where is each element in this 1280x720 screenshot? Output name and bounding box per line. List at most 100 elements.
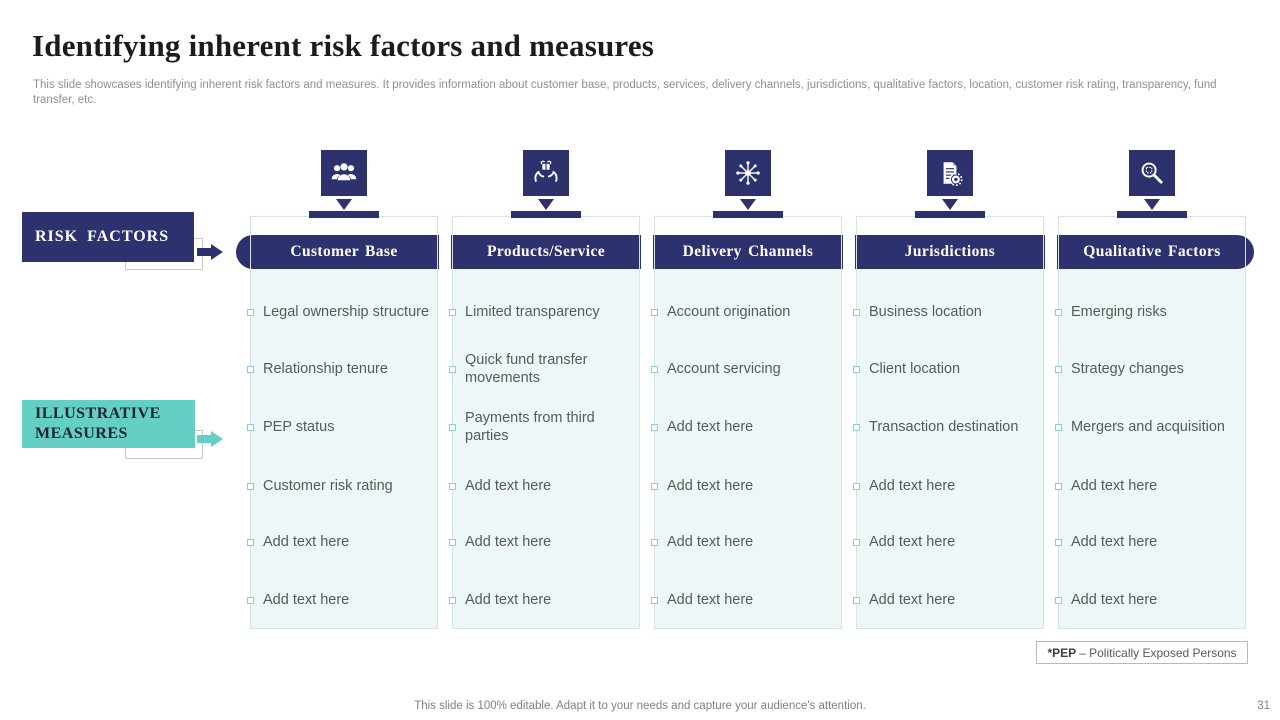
arrow-down-icon — [538, 199, 554, 210]
square-bullet-icon — [853, 423, 860, 431]
hands-holding-gift-icon — [523, 150, 569, 196]
list-item[interactable]: PEP status — [247, 405, 433, 449]
column-header-products-service[interactable]: Products/Service — [486, 243, 606, 260]
column-body — [1059, 269, 1245, 628]
list-item[interactable]: Add text here — [651, 464, 837, 508]
header-band-segment — [653, 235, 843, 269]
square-bullet-icon — [853, 365, 860, 373]
risk-factors-label[interactable]: RISK FACTORS — [22, 212, 194, 262]
column-header-delivery-channels[interactable]: Delivery Channels — [682, 243, 814, 260]
list-item[interactable]: Add text here — [449, 464, 635, 508]
list-item[interactable]: Account origination — [651, 290, 837, 334]
square-bullet-icon — [1055, 538, 1062, 546]
square-bullet-icon — [449, 308, 456, 316]
square-bullet-icon — [247, 482, 254, 490]
header-band-segment — [236, 235, 439, 269]
list-item[interactable]: Strategy changes — [1055, 347, 1241, 391]
list-item[interactable]: Add text here — [651, 520, 837, 564]
list-item[interactable]: Add text here — [853, 578, 1039, 622]
list-item[interactable]: Quick fund transfer movements — [449, 347, 635, 391]
pep-footnote: *PEP – Politically Exposed Persons — [1036, 641, 1248, 664]
list-item[interactable]: Emerging risks — [1055, 290, 1241, 334]
square-bullet-icon — [247, 423, 254, 431]
column-delivery-channels: Account origination Account servicing Ad… — [651, 216, 842, 629]
list-item[interactable]: Relationship tenure — [247, 347, 433, 391]
square-bullet-icon — [449, 596, 456, 604]
list-item[interactable]: Add text here — [853, 464, 1039, 508]
column-customer-base: Legal ownership structure Relationship t… — [247, 216, 438, 629]
square-bullet-icon — [853, 596, 860, 604]
square-bullet-icon — [651, 423, 658, 431]
square-bullet-icon — [247, 365, 254, 373]
list-item[interactable]: Legal ownership structure — [247, 290, 433, 334]
list-item[interactable]: Add text here — [247, 578, 433, 622]
square-bullet-icon — [651, 365, 658, 373]
list-item[interactable]: Client location — [853, 347, 1039, 391]
list-item[interactable]: Transaction destination — [853, 405, 1039, 449]
list-item[interactable]: Add text here — [449, 578, 635, 622]
column-body — [453, 269, 639, 628]
square-bullet-icon — [449, 482, 456, 490]
list-item[interactable]: Add text here — [853, 520, 1039, 564]
slide-description: This slide showcases identifying inheren… — [33, 79, 1217, 106]
column-qualitative-factors: Emerging risks Strategy changes Mergers … — [1055, 216, 1246, 629]
column-top-accent — [309, 211, 379, 218]
column-top-accent — [511, 211, 581, 218]
list-item[interactable]: Business location — [853, 290, 1039, 334]
illustrative-measures-arrow-icon — [197, 431, 223, 447]
column-top-accent — [1117, 211, 1187, 218]
column-header-jurisdictions[interactable]: Jurisdictions — [904, 243, 996, 260]
square-bullet-icon — [651, 482, 658, 490]
document-gear-icon — [927, 150, 973, 196]
footnote-definition: – Politically Exposed Persons — [1079, 645, 1237, 660]
column-body — [251, 269, 437, 628]
list-item[interactable]: Add text here — [651, 405, 837, 449]
list-item[interactable]: Add text here — [1055, 464, 1241, 508]
list-item[interactable]: Add text here — [1055, 578, 1241, 622]
footer-note: This slide is 100% editable. Adapt it to… — [414, 700, 866, 712]
column-header-customer-base[interactable]: Customer Base — [290, 243, 398, 260]
column-jurisdictions: Business location Client location Transa… — [853, 216, 1044, 629]
list-item[interactable]: Limited transparency — [449, 290, 635, 334]
list-item[interactable]: Add text here — [449, 520, 635, 564]
page-number: 31 — [1257, 700, 1270, 712]
list-item[interactable]: Mergers and acquisition — [1055, 405, 1241, 449]
list-item[interactable]: Add text here — [651, 578, 837, 622]
square-bullet-icon — [449, 365, 456, 373]
square-bullet-icon — [1055, 365, 1062, 373]
square-bullet-icon — [1055, 596, 1062, 604]
square-bullet-icon — [853, 482, 860, 490]
network-hub-icon — [725, 150, 771, 196]
list-item[interactable]: Customer risk rating — [247, 464, 433, 508]
column-top-accent — [915, 211, 985, 218]
square-bullet-icon — [1055, 482, 1062, 490]
list-item[interactable]: Add text here — [247, 520, 433, 564]
column-header-qualitative-factors[interactable]: Qualitative Factors — [1083, 243, 1221, 260]
column-top-accent — [713, 211, 783, 218]
square-bullet-icon — [651, 308, 658, 316]
header-band-segment — [1057, 235, 1254, 269]
square-bullet-icon — [1055, 308, 1062, 316]
page-title: Identifying inherent risk factors and me… — [32, 28, 655, 63]
arrow-down-icon — [942, 199, 958, 210]
square-bullet-icon — [247, 538, 254, 546]
list-item[interactable]: Payments from third parties — [449, 405, 635, 449]
arrow-down-icon — [336, 199, 352, 210]
people-group-icon — [321, 150, 367, 196]
arrow-down-icon — [1144, 199, 1160, 210]
header-band-segment — [855, 235, 1045, 269]
column-body — [655, 269, 841, 628]
square-bullet-icon — [247, 308, 254, 316]
arrow-down-icon — [740, 199, 756, 210]
list-item[interactable]: Account servicing — [651, 347, 837, 391]
list-item[interactable]: Add text here — [1055, 520, 1241, 564]
header-band-segment — [451, 235, 641, 269]
square-bullet-icon — [449, 538, 456, 546]
illustrative-measures-label[interactable]: ILLUSTRATIVE MEASURES — [22, 400, 195, 448]
square-bullet-icon — [449, 423, 456, 431]
column-body — [857, 269, 1043, 628]
square-bullet-icon — [651, 538, 658, 546]
square-bullet-icon — [1055, 423, 1062, 431]
column-products-service: Limited transparency Quick fund transfer… — [449, 216, 640, 629]
